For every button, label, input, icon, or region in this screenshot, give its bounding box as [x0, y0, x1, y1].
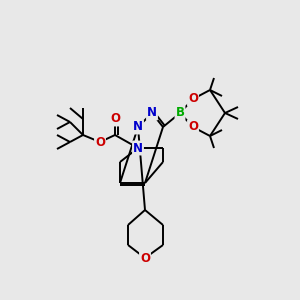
Text: O: O [188, 92, 198, 106]
Text: O: O [110, 112, 120, 125]
Text: B: B [176, 106, 184, 119]
Text: N: N [147, 106, 157, 119]
Text: N: N [133, 142, 143, 154]
Text: O: O [140, 251, 150, 265]
Text: N: N [133, 121, 143, 134]
Text: O: O [95, 136, 105, 148]
Text: O: O [188, 121, 198, 134]
